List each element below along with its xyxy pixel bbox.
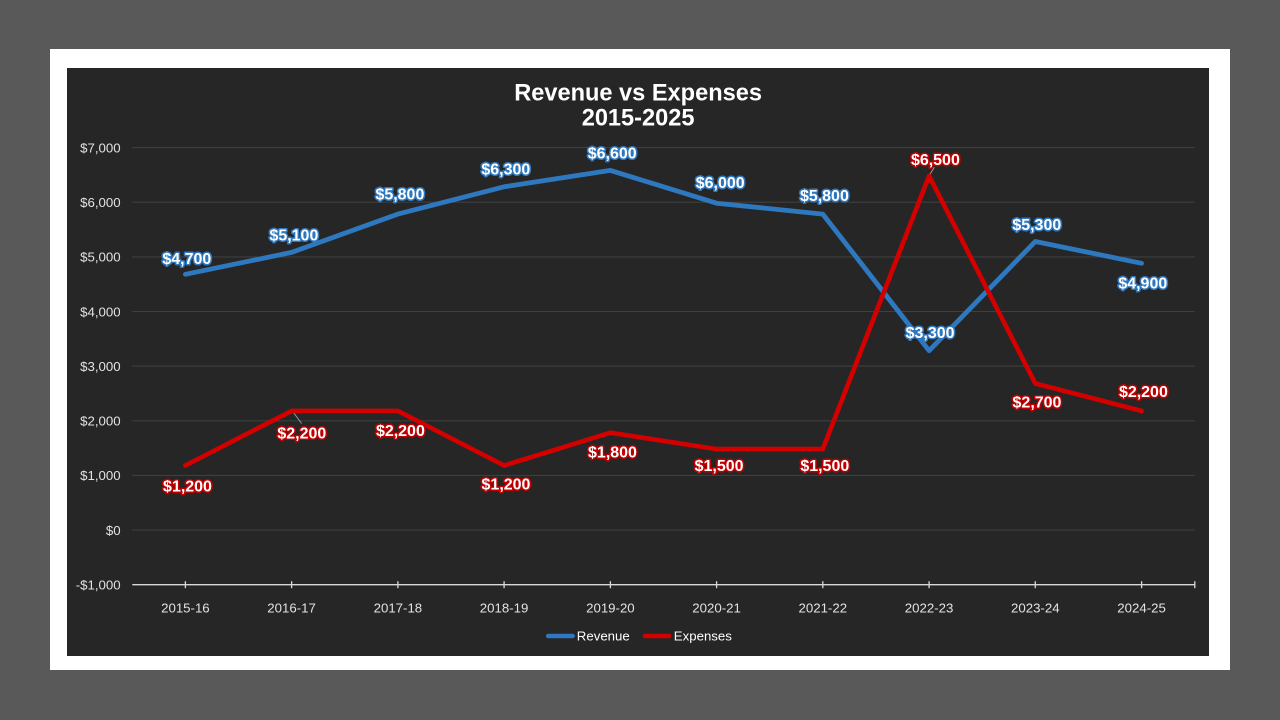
svg-text:$1,200: $1,200: [163, 479, 212, 496]
svg-text:$2,200: $2,200: [376, 423, 425, 440]
svg-text:$3,000: $3,000: [80, 359, 120, 374]
svg-text:$5,800: $5,800: [800, 188, 849, 205]
svg-text:$6,000: $6,000: [80, 195, 120, 210]
svg-text:2017-18: 2017-18: [374, 601, 423, 616]
svg-text:$5,800: $5,800: [376, 187, 425, 204]
svg-text:2021-22: 2021-22: [799, 601, 848, 616]
svg-text:$1,000: $1,000: [80, 468, 120, 483]
svg-text:2015-16: 2015-16: [161, 601, 210, 616]
svg-text:$5,000: $5,000: [80, 250, 120, 265]
svg-text:$4,000: $4,000: [80, 305, 120, 320]
svg-text:2024-25: 2024-25: [1117, 601, 1166, 616]
svg-text:2020-21: 2020-21: [692, 601, 741, 616]
svg-text:Revenue vs Expenses: Revenue vs Expenses: [514, 80, 762, 106]
svg-text:$1,200: $1,200: [482, 477, 531, 494]
svg-text:$1,800: $1,800: [588, 445, 637, 462]
svg-text:$0: $0: [106, 523, 121, 538]
svg-text:$3,300: $3,300: [906, 325, 955, 342]
svg-text:2023-24: 2023-24: [1011, 601, 1060, 616]
svg-text:Expenses: Expenses: [674, 629, 733, 644]
svg-text:2016-17: 2016-17: [267, 601, 316, 616]
svg-text:$6,500: $6,500: [911, 152, 960, 169]
svg-text:$1,500: $1,500: [695, 458, 744, 475]
svg-text:$6,000: $6,000: [696, 175, 745, 192]
svg-text:$4,700: $4,700: [163, 251, 212, 268]
svg-text:$2,000: $2,000: [80, 414, 120, 429]
svg-text:$4,900: $4,900: [1119, 276, 1168, 293]
svg-text:2015-2025: 2015-2025: [582, 105, 695, 131]
svg-text:$5,300: $5,300: [1013, 217, 1062, 234]
svg-text:2018-19: 2018-19: [480, 601, 529, 616]
svg-text:2019-20: 2019-20: [586, 601, 635, 616]
svg-text:$2,200: $2,200: [278, 426, 327, 443]
svg-text:$5,100: $5,100: [270, 228, 319, 245]
svg-text:2022-23: 2022-23: [905, 601, 954, 616]
svg-text:$6,300: $6,300: [482, 162, 531, 179]
svg-text:-$1,000: -$1,000: [76, 578, 121, 593]
svg-text:$7,000: $7,000: [80, 141, 120, 156]
svg-text:$2,200: $2,200: [1119, 384, 1168, 401]
svg-text:$1,500: $1,500: [801, 458, 850, 475]
svg-text:$2,700: $2,700: [1013, 395, 1062, 412]
svg-text:Revenue: Revenue: [577, 629, 630, 644]
svg-text:$6,600: $6,600: [588, 146, 637, 163]
